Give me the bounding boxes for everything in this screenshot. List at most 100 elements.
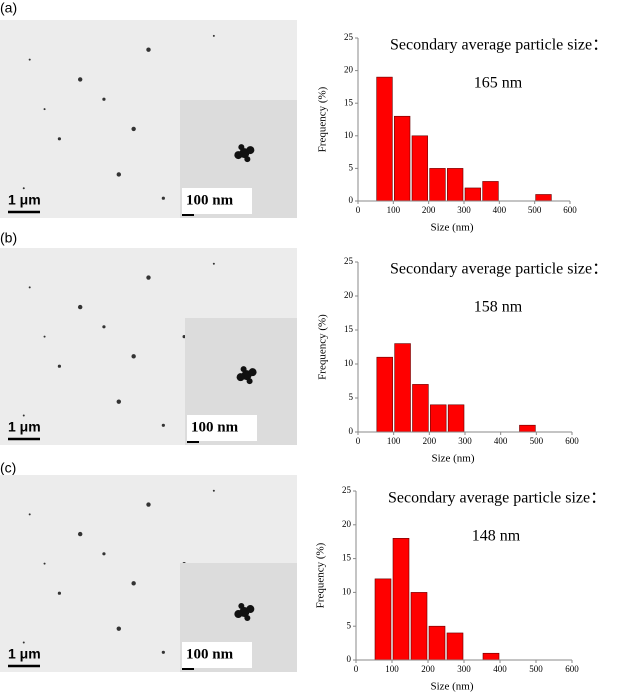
particle [116, 172, 122, 177]
aggregate [248, 368, 257, 377]
x-tick-label: 200 [423, 436, 437, 446]
x-tick-label: 500 [529, 664, 543, 674]
x-tick-label: 400 [494, 436, 508, 446]
x-tick-label: 500 [528, 205, 542, 215]
inset-scale-box [182, 188, 252, 214]
particle [212, 34, 215, 37]
scale-label: 1 μm [8, 646, 41, 662]
aggregate [246, 378, 253, 385]
particle [43, 108, 46, 111]
y-tick-label: 0 [347, 654, 352, 664]
y-tick-label: 25 [342, 485, 352, 495]
x-tick-label: 600 [565, 664, 579, 674]
annotation: 158 nm [474, 299, 523, 316]
y-tick-label: 15 [344, 324, 354, 334]
annotation: 148 nm [472, 528, 521, 545]
bar [394, 343, 411, 433]
bar [482, 181, 499, 202]
y-axis-label: Frequency (%) [317, 314, 329, 380]
chart-title: Secondary average particle size： [390, 261, 608, 278]
x-tick-label: 100 [387, 436, 401, 446]
y-tick-label: 15 [342, 553, 352, 563]
panel-label: (c) [0, 460, 16, 476]
bar [394, 115, 411, 202]
inset-scale-box [187, 415, 257, 441]
aggregate [236, 373, 245, 382]
particle [77, 77, 83, 82]
x-tick-label: 300 [457, 205, 471, 215]
particle [146, 502, 151, 507]
chart-title: Secondary average particle size： [390, 37, 608, 54]
aggregate [238, 144, 245, 151]
aggregate [238, 603, 245, 610]
x-tick-label: 400 [493, 664, 507, 674]
bar [447, 404, 465, 433]
chart-title: Secondary average particle size： [388, 490, 606, 507]
particle [57, 591, 62, 595]
inset-scale-label: 100 nm [186, 646, 234, 662]
x-tick-label: 200 [422, 205, 436, 215]
bar [412, 384, 429, 433]
particle [102, 97, 106, 101]
particle [116, 399, 122, 404]
y-tick-label: 0 [349, 426, 354, 436]
aggregate [246, 146, 255, 155]
y-tick-label: 5 [347, 620, 352, 630]
x-tick-label: 200 [421, 664, 435, 674]
x-tick-label: 0 [354, 664, 359, 674]
inset-scale-label: 100 nm [186, 192, 234, 208]
bar [428, 625, 446, 661]
particle [43, 335, 46, 338]
aggregate [244, 615, 251, 622]
particle [146, 47, 151, 52]
particle [57, 364, 62, 368]
aggregate [234, 151, 243, 160]
particle [22, 414, 25, 417]
y-tick-label: 25 [344, 256, 354, 266]
scale-label: 1 μm [8, 419, 41, 435]
particle [28, 286, 31, 289]
particle [77, 531, 83, 537]
x-axis-label: Size (nm) [430, 681, 473, 693]
y-tick-label: 20 [342, 519, 352, 529]
y-tick-label: 5 [349, 392, 354, 402]
particle [77, 304, 83, 310]
y-tick-label: 15 [344, 97, 354, 107]
x-tick-label: 600 [563, 205, 577, 215]
bar [446, 632, 464, 661]
bar [411, 135, 428, 202]
particle [102, 552, 106, 556]
particle [57, 137, 62, 141]
scale-label: 1 μm [8, 192, 41, 208]
x-tick-label: 100 [385, 664, 399, 674]
bar [429, 168, 446, 202]
y-tick-label: 20 [344, 65, 354, 75]
bar [464, 187, 481, 202]
bar [376, 76, 393, 202]
y-tick-label: 10 [344, 358, 354, 368]
x-tick-label: 400 [493, 205, 507, 215]
x-tick-label: 300 [457, 664, 471, 674]
particle [131, 126, 136, 132]
x-tick-label: 100 [387, 205, 401, 215]
panel-label: (a) [0, 0, 17, 16]
panel-label: (b) [0, 230, 17, 246]
bar [447, 168, 464, 202]
x-axis-label: Size (nm) [431, 453, 474, 465]
bar [410, 592, 428, 661]
y-tick-label: 5 [349, 162, 354, 172]
particle [131, 354, 136, 359]
y-tick-label: 10 [342, 586, 352, 596]
bar [430, 404, 447, 433]
bar [392, 538, 410, 661]
y-tick-label: 25 [344, 32, 354, 42]
x-tick-label: 300 [458, 436, 472, 446]
particle [212, 262, 215, 265]
y-axis-label: Frequency (%) [315, 542, 327, 608]
particle [182, 335, 186, 339]
particle [102, 325, 106, 329]
bar [482, 652, 500, 661]
y-axis-label: Frequency (%) [317, 86, 329, 152]
y-tick-label: 10 [344, 130, 354, 140]
particle [161, 650, 165, 654]
